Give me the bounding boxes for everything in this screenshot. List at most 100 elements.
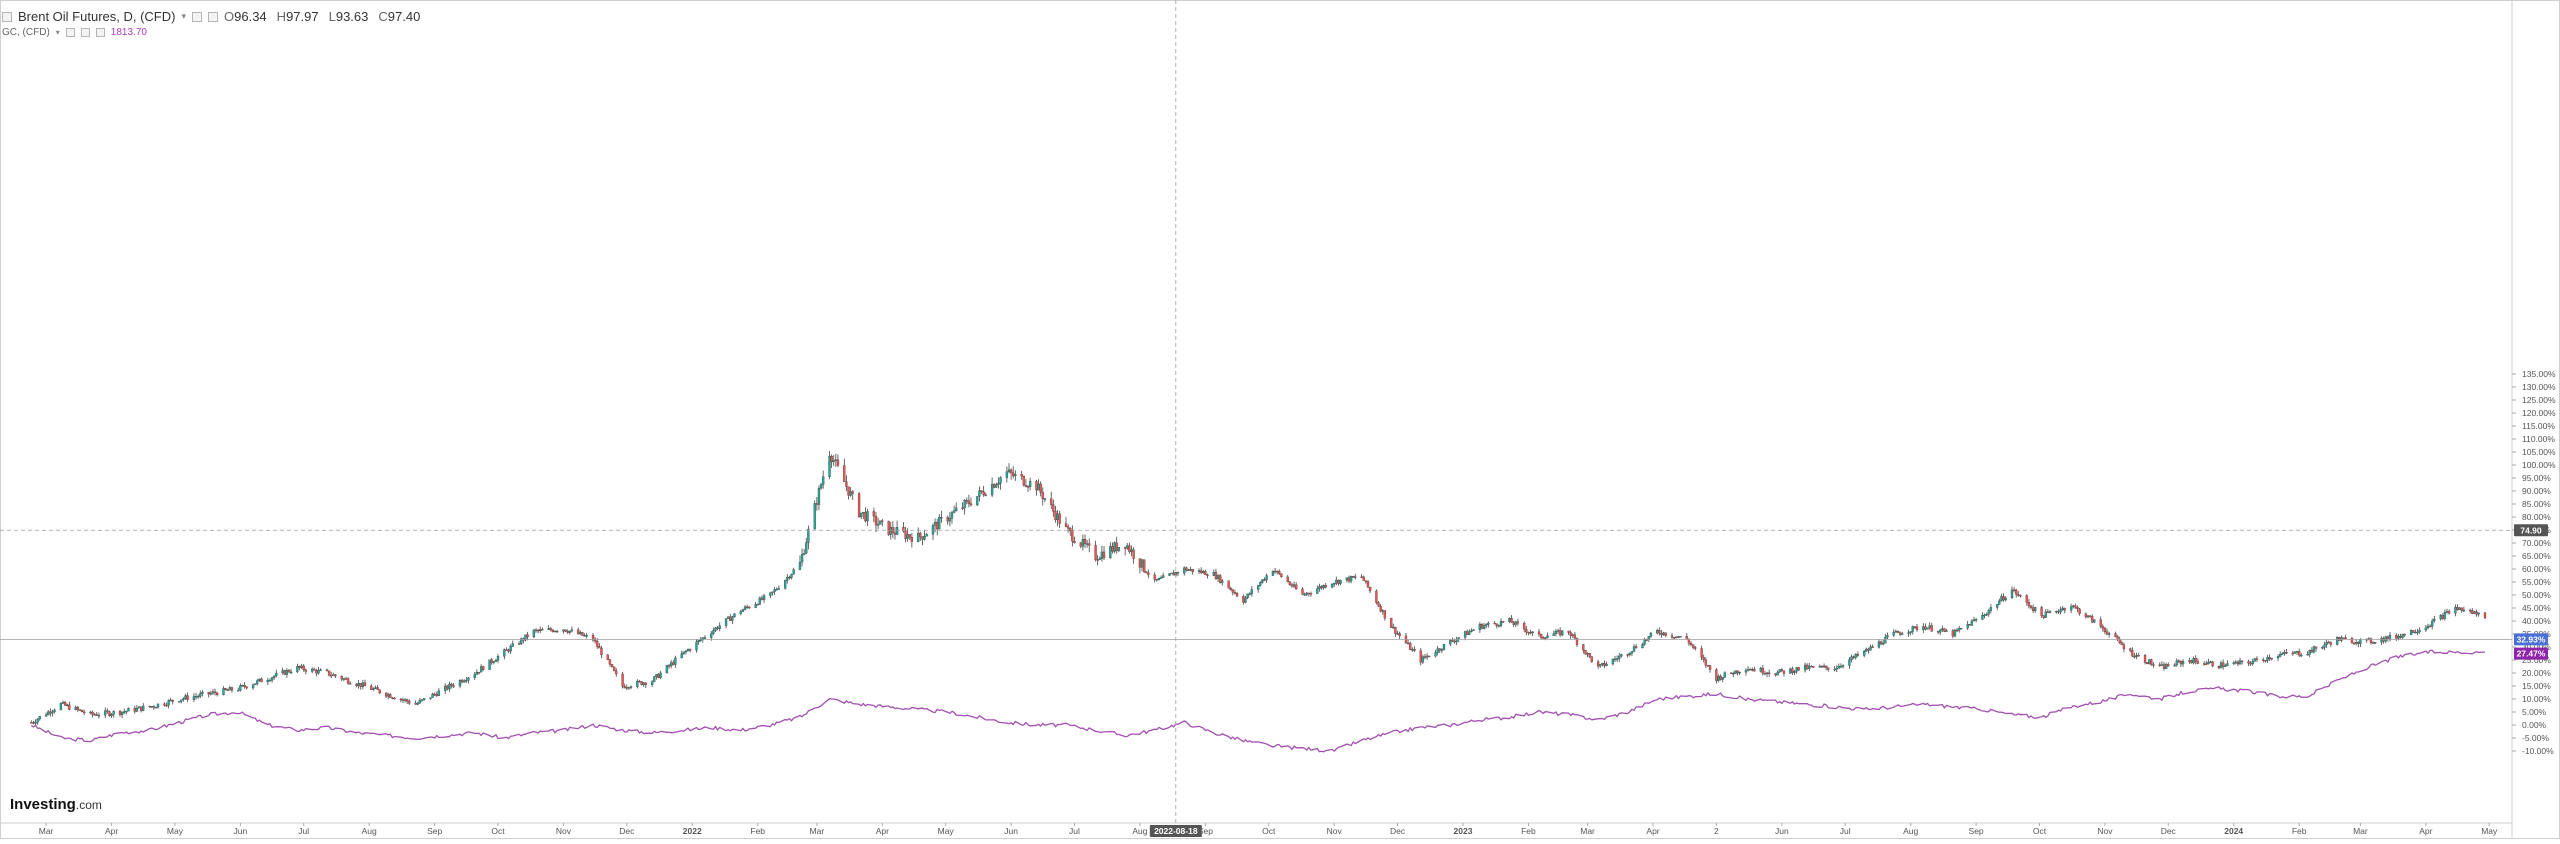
candle-body [2120, 642, 2123, 645]
candle-body [579, 632, 582, 635]
candle-body [1189, 569, 1192, 571]
candle-body [1960, 627, 1963, 630]
settings-square-icon[interactable] [65, 27, 75, 37]
candle-body [908, 534, 911, 538]
candle-body [239, 685, 242, 691]
candle-body [1573, 634, 1577, 639]
settings-square-icon[interactable] [192, 11, 202, 22]
x-tick-label: Jun [1004, 826, 1018, 836]
candle-body [108, 711, 111, 716]
candle-body [167, 700, 170, 706]
candle-body [1054, 511, 1057, 521]
candle-body [1185, 567, 1188, 571]
candle-body [1305, 592, 1308, 595]
candle-body [1974, 619, 1978, 621]
candle-body [184, 695, 187, 699]
candle-body [608, 659, 612, 665]
candle-body [1677, 636, 1680, 638]
candle-body [2412, 630, 2415, 633]
candle-body [1206, 574, 1209, 577]
candle-body [2416, 631, 2419, 634]
candle-body [1026, 486, 1030, 488]
candle-body [2107, 633, 2111, 635]
x-tick-label: Jul [298, 826, 309, 836]
candle-body [665, 665, 669, 674]
candle-body [1324, 584, 1327, 588]
remove-square-icon[interactable] [95, 27, 105, 37]
candle-body [1825, 665, 1828, 668]
candle-body [32, 722, 35, 724]
candle-body [862, 511, 865, 514]
candle-body [311, 668, 314, 672]
candle-body [38, 716, 41, 720]
candle-body [1567, 630, 1570, 633]
candle-body [724, 618, 728, 626]
candle-body [1599, 664, 1602, 667]
candle-body [2382, 638, 2385, 642]
candle-body [553, 630, 557, 633]
hide-square-icon[interactable] [208, 11, 218, 22]
candle-body [596, 640, 599, 647]
candle-body [1763, 673, 1767, 675]
x-tick-label: Apr [2419, 826, 2432, 836]
candle-body [2403, 633, 2406, 636]
candle-body [186, 695, 189, 700]
candle-body [2164, 664, 2168, 669]
candle-body [689, 649, 692, 651]
candle-body [2249, 662, 2252, 665]
candle-body [965, 500, 968, 502]
candle-body [1590, 656, 1593, 662]
candle-body [1381, 610, 1384, 612]
candle-body [1007, 469, 1011, 472]
candle-body [2099, 619, 2102, 627]
chevron-down-icon[interactable]: ▾ [55, 27, 60, 37]
candle-body [1662, 632, 1665, 635]
x-tick-label: Mar [2353, 826, 2368, 836]
candle-body [551, 629, 555, 632]
legend-row-compare: GC, (CFD) ▾ 1813.70 [2, 25, 424, 39]
candle-body [921, 536, 924, 540]
candle-body [2069, 606, 2073, 611]
candle-body [1219, 575, 1222, 583]
candle-body [180, 699, 183, 702]
candle-body [1810, 665, 1813, 668]
candle-body [2306, 654, 2309, 656]
candle-body [807, 528, 810, 543]
candle-body [429, 697, 432, 699]
candle-body [2270, 657, 2273, 660]
candle-body [408, 701, 411, 704]
candle-body [1290, 584, 1294, 587]
hide-square-icon[interactable] [80, 27, 90, 37]
candle-body [967, 500, 971, 504]
candle-body [1930, 625, 1933, 632]
candle-body [482, 666, 485, 670]
candle-body [403, 699, 407, 701]
candle-body [1322, 584, 1325, 589]
candle-body [2462, 609, 2466, 612]
collapse-icon[interactable] [2, 11, 12, 22]
candle-body [492, 661, 495, 663]
candle-body [1183, 567, 1186, 574]
candle-body [697, 640, 700, 643]
candle-body [1774, 673, 1777, 676]
candle-body [2000, 596, 2003, 602]
candle-body [1981, 615, 1984, 620]
x-tick-label: Nov [556, 826, 572, 836]
x-tick-label: Oct [2033, 826, 2047, 836]
x-tick-label: Nov [2097, 826, 2113, 836]
candle-body [1495, 623, 1498, 626]
candle-body [2458, 607, 2461, 610]
candle-body [2029, 605, 2033, 608]
chevron-down-icon[interactable]: ▾ [181, 11, 186, 21]
x-tick-label: Mar [39, 826, 54, 836]
candle-body [657, 674, 660, 678]
y-tick-label: 45.00% [2522, 603, 2551, 613]
candle-body [2131, 650, 2134, 657]
candle-body [494, 660, 498, 662]
candle-body [2234, 661, 2237, 664]
candle-body [1480, 624, 1484, 629]
ohlc-l: L93.63 [328, 9, 369, 24]
candle-body [1145, 571, 1148, 574]
